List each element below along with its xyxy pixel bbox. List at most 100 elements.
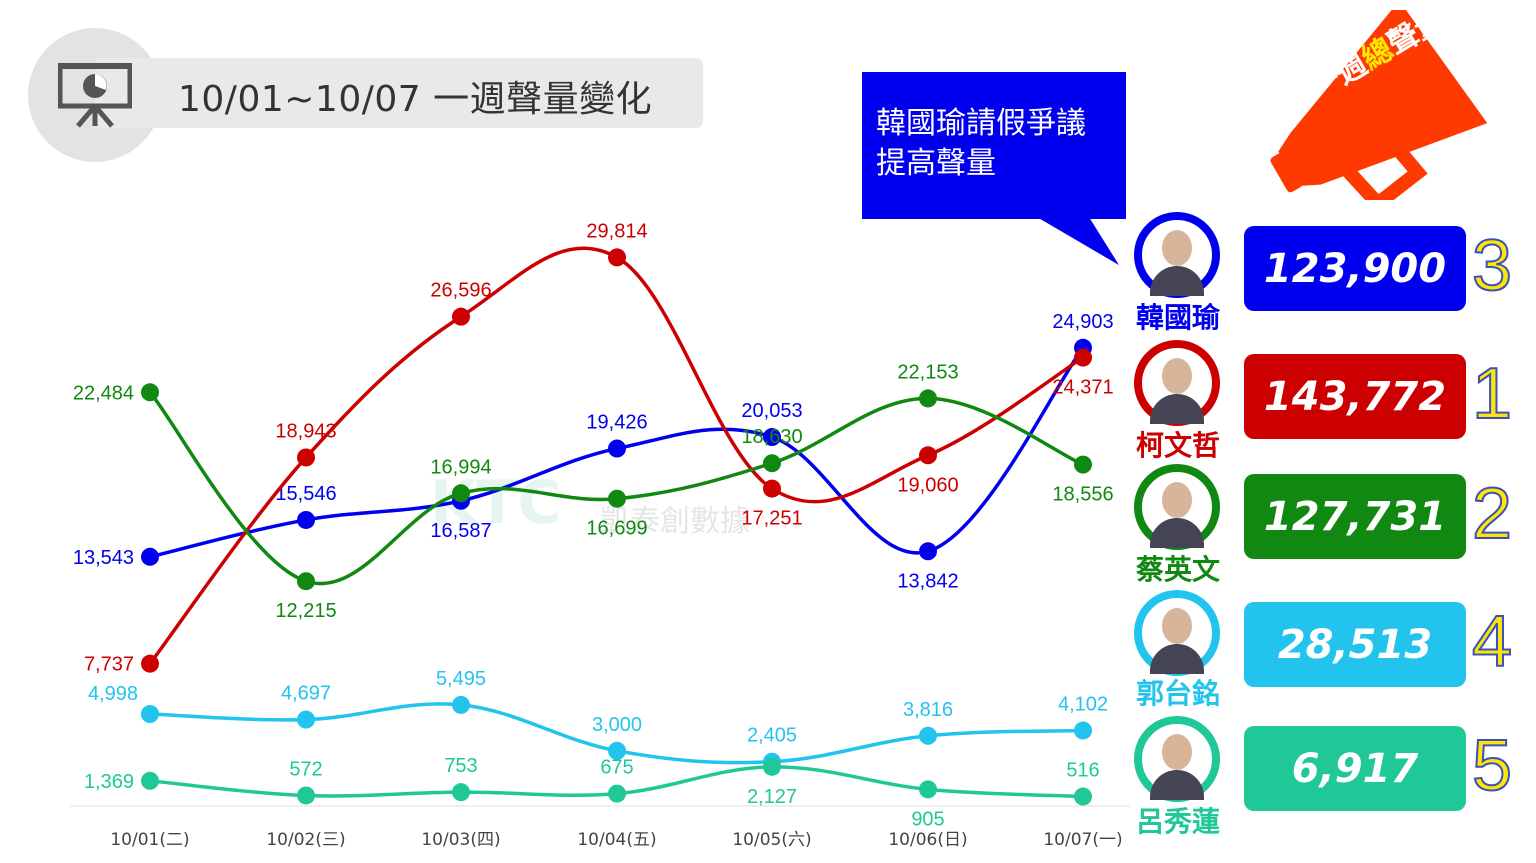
avatar-head — [1162, 358, 1192, 394]
data-label: 13,842 — [897, 570, 958, 592]
x-tick-label: 10/03(四) — [421, 830, 500, 850]
avatar-body — [1150, 266, 1204, 296]
rank-number: 1 — [1471, 354, 1513, 434]
data-label: 24,903 — [1052, 311, 1113, 333]
data-label: 572 — [289, 758, 322, 780]
data-label: 22,484 — [73, 382, 134, 404]
data-label: 2,127 — [747, 786, 797, 808]
x-tick-label: 10/02(三) — [266, 830, 345, 850]
candidate-name: 呂秀蓮 — [1135, 805, 1220, 838]
data-label: 7,737 — [84, 654, 134, 676]
data-label: 3,816 — [903, 699, 953, 721]
data-label: 905 — [911, 808, 944, 830]
total-volume-box: 28,513 — [1244, 602, 1466, 687]
data-label: 675 — [600, 757, 633, 779]
data-label: 24,371 — [1052, 377, 1113, 399]
data-label: 18,556 — [1052, 484, 1113, 506]
data-point — [141, 654, 159, 673]
data-point — [452, 484, 470, 503]
data-point — [1074, 455, 1092, 474]
presentation-chart-icon — [57, 62, 133, 132]
data-point — [608, 784, 626, 803]
callout-line-1: 韓國瑜請假爭議 — [876, 106, 1086, 141]
candidate-name: 柯文哲 — [1135, 429, 1220, 462]
callout-line-2: 提高聲量 — [876, 146, 996, 181]
data-point — [919, 780, 937, 799]
data-point — [452, 695, 470, 714]
data-point — [763, 428, 781, 447]
candidate-avatar — [1134, 340, 1220, 426]
total-volume-box: 127,731 — [1244, 474, 1466, 559]
data-label: 4,102 — [1058, 694, 1108, 716]
data-point — [608, 439, 626, 458]
data-label: 516 — [1066, 760, 1099, 782]
avatar-head — [1162, 482, 1192, 518]
data-point — [763, 757, 781, 776]
candidate-avatar — [1134, 716, 1220, 802]
callout-text: 韓國瑜請假爭議 提高聲量 — [876, 104, 1126, 184]
data-point — [297, 510, 315, 529]
total-volume-box: 6,917 — [1244, 726, 1466, 811]
data-label: 15,546 — [275, 483, 336, 505]
data-label: 20,053 — [741, 400, 802, 422]
data-point — [452, 307, 470, 326]
data-point — [297, 572, 315, 591]
x-tick-label: 10/01(二) — [110, 830, 189, 850]
avatar-body — [1150, 394, 1204, 424]
x-tick-label: 10/06(日) — [888, 830, 967, 850]
avatar-head — [1162, 608, 1192, 644]
data-point — [141, 771, 159, 790]
data-label: 26,596 — [430, 280, 491, 302]
x-tick-label: 10/05(六) — [732, 830, 811, 850]
title-bar — [95, 58, 703, 128]
rank-number: 4 — [1471, 602, 1513, 682]
data-label: 29,814 — [586, 220, 647, 242]
data-label: 16,587 — [430, 520, 491, 542]
data-label: 16,699 — [586, 518, 647, 540]
data-point — [297, 786, 315, 805]
rank-number: 2 — [1471, 474, 1513, 554]
data-label: 16,994 — [430, 456, 491, 478]
data-point — [141, 705, 159, 724]
data-label: 1,369 — [84, 771, 134, 793]
data-label: 19,426 — [586, 412, 647, 434]
avatar-body — [1150, 770, 1204, 800]
data-point — [452, 783, 470, 802]
avatar-body — [1150, 518, 1204, 548]
avatar-head — [1162, 734, 1192, 770]
data-point — [297, 448, 315, 467]
total-volume-box: 143,772 — [1244, 354, 1466, 439]
watermark-text: 凱泰創數據 — [600, 504, 750, 539]
data-point — [608, 248, 626, 267]
candidate-avatar — [1134, 212, 1220, 298]
page-title: 10/01~10/07 一週聲量變化 — [178, 79, 653, 120]
data-point — [1074, 348, 1092, 367]
data-label: 13,543 — [73, 547, 134, 569]
data-label: 753 — [444, 755, 477, 777]
x-tick-label: 10/04(五) — [577, 830, 656, 850]
x-tick-label: 10/07(一) — [1043, 830, 1122, 850]
data-label: 2,405 — [747, 725, 797, 747]
data-point — [141, 547, 159, 566]
data-point — [919, 542, 937, 561]
candidate-name: 郭台銘 — [1135, 677, 1220, 710]
data-point — [919, 389, 937, 408]
avatar-body — [1150, 644, 1204, 674]
data-point — [141, 383, 159, 402]
data-point — [763, 454, 781, 473]
data-point — [763, 479, 781, 498]
callout-bubble — [860, 70, 1128, 269]
data-point — [919, 446, 937, 465]
data-label: 22,153 — [897, 361, 958, 383]
megaphone-icon — [1270, 10, 1488, 200]
data-label: 18,630 — [741, 426, 802, 448]
data-point — [1074, 787, 1092, 806]
candidate-name: 蔡英文 — [1135, 553, 1220, 586]
candidate-avatar — [1134, 464, 1220, 550]
data-label: 18,943 — [275, 420, 336, 442]
data-label: 17,251 — [741, 508, 802, 530]
candidate-avatar — [1134, 590, 1220, 676]
candidate-name: 韓國瑜 — [1135, 301, 1220, 334]
avatar-head — [1162, 230, 1192, 266]
